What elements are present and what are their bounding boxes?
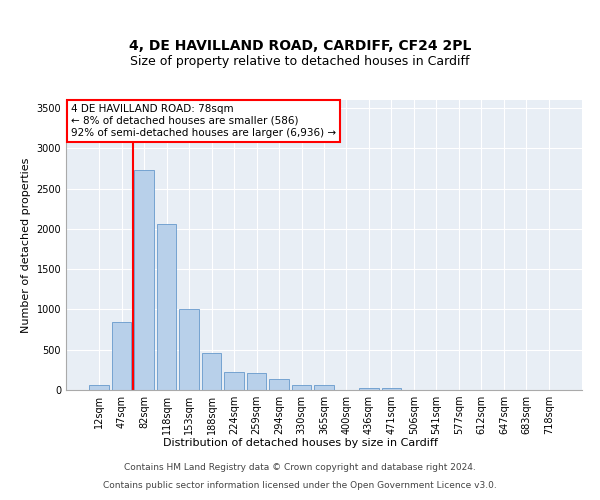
Text: 4 DE HAVILLAND ROAD: 78sqm
← 8% of detached houses are smaller (586)
92% of semi: 4 DE HAVILLAND ROAD: 78sqm ← 8% of detac… — [71, 104, 336, 138]
Text: Contains public sector information licensed under the Open Government Licence v3: Contains public sector information licen… — [103, 481, 497, 490]
Bar — [202, 354, 221, 390]
Bar — [314, 385, 334, 390]
Bar — [359, 388, 379, 390]
Bar — [157, 224, 176, 390]
Text: Contains HM Land Registry data © Crown copyright and database right 2024.: Contains HM Land Registry data © Crown c… — [124, 464, 476, 472]
Y-axis label: Number of detached properties: Number of detached properties — [21, 158, 31, 332]
Text: Distribution of detached houses by size in Cardiff: Distribution of detached houses by size … — [163, 438, 437, 448]
Bar — [292, 385, 311, 390]
Bar — [224, 372, 244, 390]
Bar — [269, 378, 289, 390]
Bar — [89, 385, 109, 390]
Text: Size of property relative to detached houses in Cardiff: Size of property relative to detached ho… — [130, 54, 470, 68]
Bar — [179, 309, 199, 390]
Bar — [134, 170, 154, 390]
Bar — [112, 322, 131, 390]
Bar — [247, 372, 266, 390]
Bar — [382, 388, 401, 390]
Text: 4, DE HAVILLAND ROAD, CARDIFF, CF24 2PL: 4, DE HAVILLAND ROAD, CARDIFF, CF24 2PL — [129, 38, 471, 52]
